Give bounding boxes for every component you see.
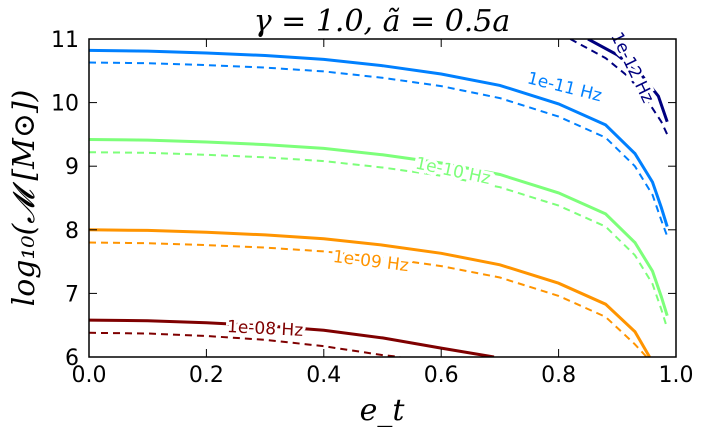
contour-label-1e-12-hz: 1e-12 Hz: [606, 29, 657, 106]
curves-group: [89, 39, 669, 357]
contour-label-1e-11-hz: 1e-11 Hz: [525, 68, 604, 106]
dashed-curve-1e-10-hz: [89, 151, 669, 329]
solid-curve-1e-08-hz: [89, 318, 495, 357]
y-tick-label: 11: [51, 28, 79, 53]
x-tick-label: 1.0: [659, 363, 694, 388]
x-tick-label: 0.6: [424, 363, 459, 388]
y-tick-label: 9: [65, 155, 79, 180]
y-axis-label: log₁₀(𝓜 [M⊙]): [7, 90, 42, 307]
plot-frame: [88, 38, 677, 358]
x-tick-label: 0.2: [189, 363, 224, 388]
y-tick-label: 8: [65, 219, 79, 244]
x-axis-label: e_t: [360, 393, 406, 428]
x-axis: 0.0 0.2 0.4 0.6 0.8 1.0: [72, 39, 694, 388]
dashed-curve-1e-12-hz: [569, 39, 669, 135]
solid-curve-1e-09-hz: [89, 228, 651, 357]
contour-label-1e-10-hz: 1e-10 Hz: [414, 154, 493, 189]
chart-title: γ = 1.0, ã = 0.5a: [254, 4, 511, 39]
solid-curve-1e-11-hz: [89, 48, 669, 228]
y-tick-label: 7: [65, 282, 79, 307]
contour-label-1e-08-hz: 1e-08 Hz: [227, 317, 304, 341]
contour-label-1e-09-hz: 1e-09 Hz: [332, 247, 410, 276]
solid-curve-1e-12-hz: [587, 39, 669, 123]
dashed-curve-1e-08-hz: [89, 331, 401, 357]
x-tick-label: 0.4: [306, 363, 341, 388]
dashed-curve-1e-09-hz: [89, 241, 648, 357]
y-axis: 6 7 8 9 10 11: [51, 28, 676, 371]
y-tick-label: 10: [51, 92, 79, 117]
solid-curve-1e-10-hz: [89, 138, 669, 317]
y-tick-label: 6: [65, 346, 79, 371]
x-tick-label: 0.8: [541, 363, 576, 388]
x-tick-label: 0.0: [72, 363, 107, 388]
